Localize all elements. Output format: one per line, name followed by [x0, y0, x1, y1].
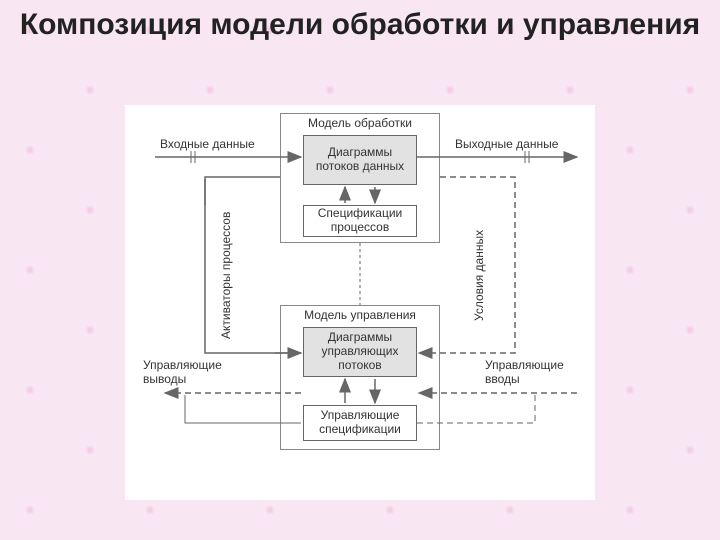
- control-outputs-label: Управляющие выводы: [143, 359, 263, 387]
- dfd-box-label: Диаграммы потоков данных: [308, 146, 412, 174]
- conditions-label: Условия данных: [473, 205, 501, 345]
- page-title: Композиция модели обработки и управления: [0, 8, 720, 43]
- dfd-box: Диаграммы потоков данных: [303, 135, 417, 185]
- control-inputs-label: Управляющие вводы: [485, 359, 595, 387]
- diagram-canvas: Модель обработки Диаграммы потоков данны…: [125, 105, 595, 500]
- slide: Композиция модели обработки и управления…: [0, 0, 720, 540]
- control-flow-box: Диаграммы управляющих потоков: [303, 327, 417, 377]
- input-data-label: Входные данные: [160, 138, 275, 152]
- process-spec-label: Спецификации процессов: [308, 207, 412, 235]
- control-spec-box: Управляющие спецификации: [303, 405, 417, 441]
- control-model-title: Модель управления: [285, 309, 435, 323]
- output-data-label: Выходные данные: [455, 138, 585, 152]
- process-spec-box: Спецификации процессов: [303, 205, 417, 237]
- activators-label: Активаторы процессов: [220, 205, 248, 345]
- control-flow-label: Диаграммы управляющих потоков: [308, 331, 412, 372]
- processing-model-title: Модель обработки: [285, 117, 435, 131]
- control-spec-label: Управляющие спецификации: [308, 409, 412, 437]
